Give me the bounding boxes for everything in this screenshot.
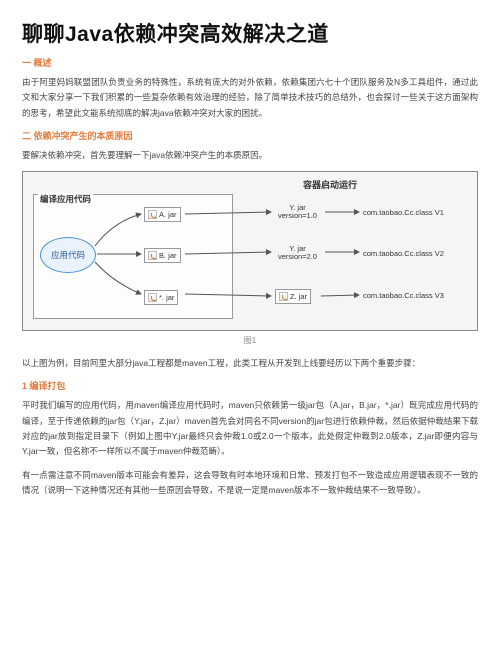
section-2-para-1: 要解决依赖冲突，首先要理解一下java依赖冲突产生的本质原因。 bbox=[22, 148, 478, 163]
yjar-2-ver: version=2.0 bbox=[278, 252, 317, 261]
jar-icon bbox=[279, 292, 288, 301]
section-2-para-4: 有一点需注意不同maven版本可能会有差异，这会导致有时本地环境和日常、预发打包… bbox=[22, 468, 478, 499]
jar-b-label: B. jar bbox=[159, 251, 177, 260]
class-v2: com.taobao.Cc.class V2 bbox=[363, 249, 444, 258]
section-2-heading: 二 依赖冲突产生的本质原因 bbox=[22, 129, 478, 142]
jar-b: B. jar bbox=[144, 248, 181, 263]
jar-a-label: A. jar bbox=[159, 210, 177, 219]
yjar-2: Y. jar version=2.0 bbox=[278, 245, 317, 262]
jar-icon bbox=[148, 293, 157, 302]
yjar-1: Y. jar version=1.0 bbox=[278, 204, 317, 221]
jar-z: Z. jar bbox=[275, 289, 311, 304]
section-2-para-2: 以上图为例，目前阿里大部分java工程都是maven工程，此类工程从开发到上线要… bbox=[22, 356, 478, 371]
jar-icon bbox=[148, 251, 157, 260]
app-code-node: 应用代码 bbox=[40, 237, 96, 273]
class-v3: com.taobao.Cc.class V3 bbox=[363, 291, 444, 300]
page-title: 聊聊Java依赖冲突高效解决之道 bbox=[22, 18, 478, 48]
jar-star: *. jar bbox=[144, 290, 178, 305]
yjar-1-ver: version=1.0 bbox=[278, 211, 317, 220]
jar-star-label: *. jar bbox=[159, 293, 174, 302]
compile-box: 编译应用代码 应用代码 A. jar B. jar *. jar bbox=[33, 194, 233, 319]
jar-a: A. jar bbox=[144, 207, 181, 222]
jar-icon bbox=[148, 210, 157, 219]
section-1-heading: 一 概述 bbox=[22, 56, 478, 69]
figure-1-caption: 图1 bbox=[22, 335, 478, 346]
section-1-para: 由于阿里妈妈联盟团队负责业务的特殊性，系统有庞大的对外依赖，依赖集团六七十个团队… bbox=[22, 75, 478, 121]
subsection-1-heading: 1 编译打包 bbox=[22, 379, 478, 392]
container-run-label: 容器启动运行 bbox=[303, 178, 357, 191]
figure-1: 容器启动运行 编译应用代码 应用代码 A. jar B. jar *. jar … bbox=[22, 171, 478, 331]
class-v1: com.taobao.Cc.class V1 bbox=[363, 208, 444, 217]
jar-z-label: Z. jar bbox=[290, 292, 307, 301]
section-2-para-3: 平时我们编写的应用代码，用maven编译应用代码时，maven只依赖第一级jar… bbox=[22, 398, 478, 459]
compile-box-label: 编译应用代码 bbox=[38, 193, 93, 205]
